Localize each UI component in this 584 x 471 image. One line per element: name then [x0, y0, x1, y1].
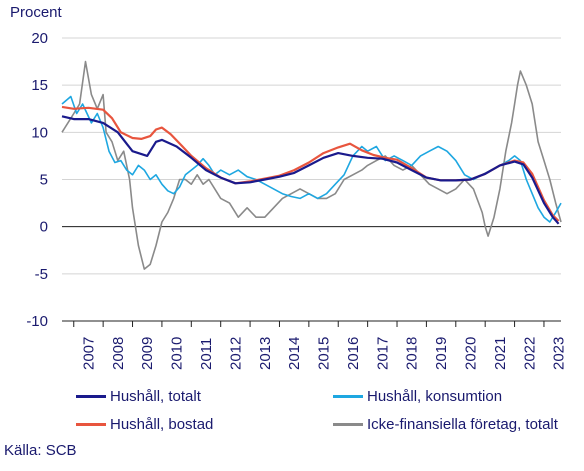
x-tick-label: 2015 — [316, 337, 333, 370]
source-note: Källa: SCB — [4, 442, 77, 459]
x-tick-label: 2007 — [80, 337, 97, 370]
y-tick-label: 20 — [31, 30, 48, 47]
series-lines — [61, 60, 562, 270]
x-tick-label: 2021 — [492, 337, 509, 370]
x-tick-label: 2019 — [433, 337, 450, 370]
x-tick-label: 2013 — [257, 337, 274, 370]
x-tick-label: 2020 — [462, 337, 479, 370]
x-tick-label: 2009 — [139, 337, 156, 370]
x-tick-label: 2016 — [345, 337, 362, 370]
y-tick-labels: 20 15 10 5 0 -5 -10 — [26, 30, 48, 330]
x-tick-label: 2023 — [551, 337, 568, 370]
x-tick-label: 2017 — [374, 337, 391, 370]
x-tick-label: 2012 — [227, 337, 244, 370]
series-line — [61, 60, 562, 270]
y-tick-label: 15 — [31, 77, 48, 94]
gridlines — [62, 37, 561, 322]
x-tick-label: 2008 — [110, 337, 127, 370]
series-line — [61, 95, 562, 223]
y-tick-label: 5 — [40, 172, 48, 189]
y-tick-label: -5 — [35, 266, 48, 283]
x-tick-label: 2022 — [521, 337, 538, 370]
x-tick-label: 2010 — [169, 337, 186, 370]
x-tick-label: 2014 — [286, 337, 303, 370]
series-line — [61, 115, 560, 225]
x-tick-label: 2018 — [404, 337, 421, 370]
y-axis-label: Procent — [10, 4, 63, 21]
y-tick-label: 0 — [40, 219, 48, 236]
x-tick-labels: 2007 2008 2009 2010 2011 2012 2013 2014 2015 2016… — [73, 321, 568, 370]
x-tick-label: 2011 — [198, 338, 215, 370]
y-tick-label: 10 — [31, 124, 48, 141]
y-tick-label: -10 — [26, 313, 48, 330]
